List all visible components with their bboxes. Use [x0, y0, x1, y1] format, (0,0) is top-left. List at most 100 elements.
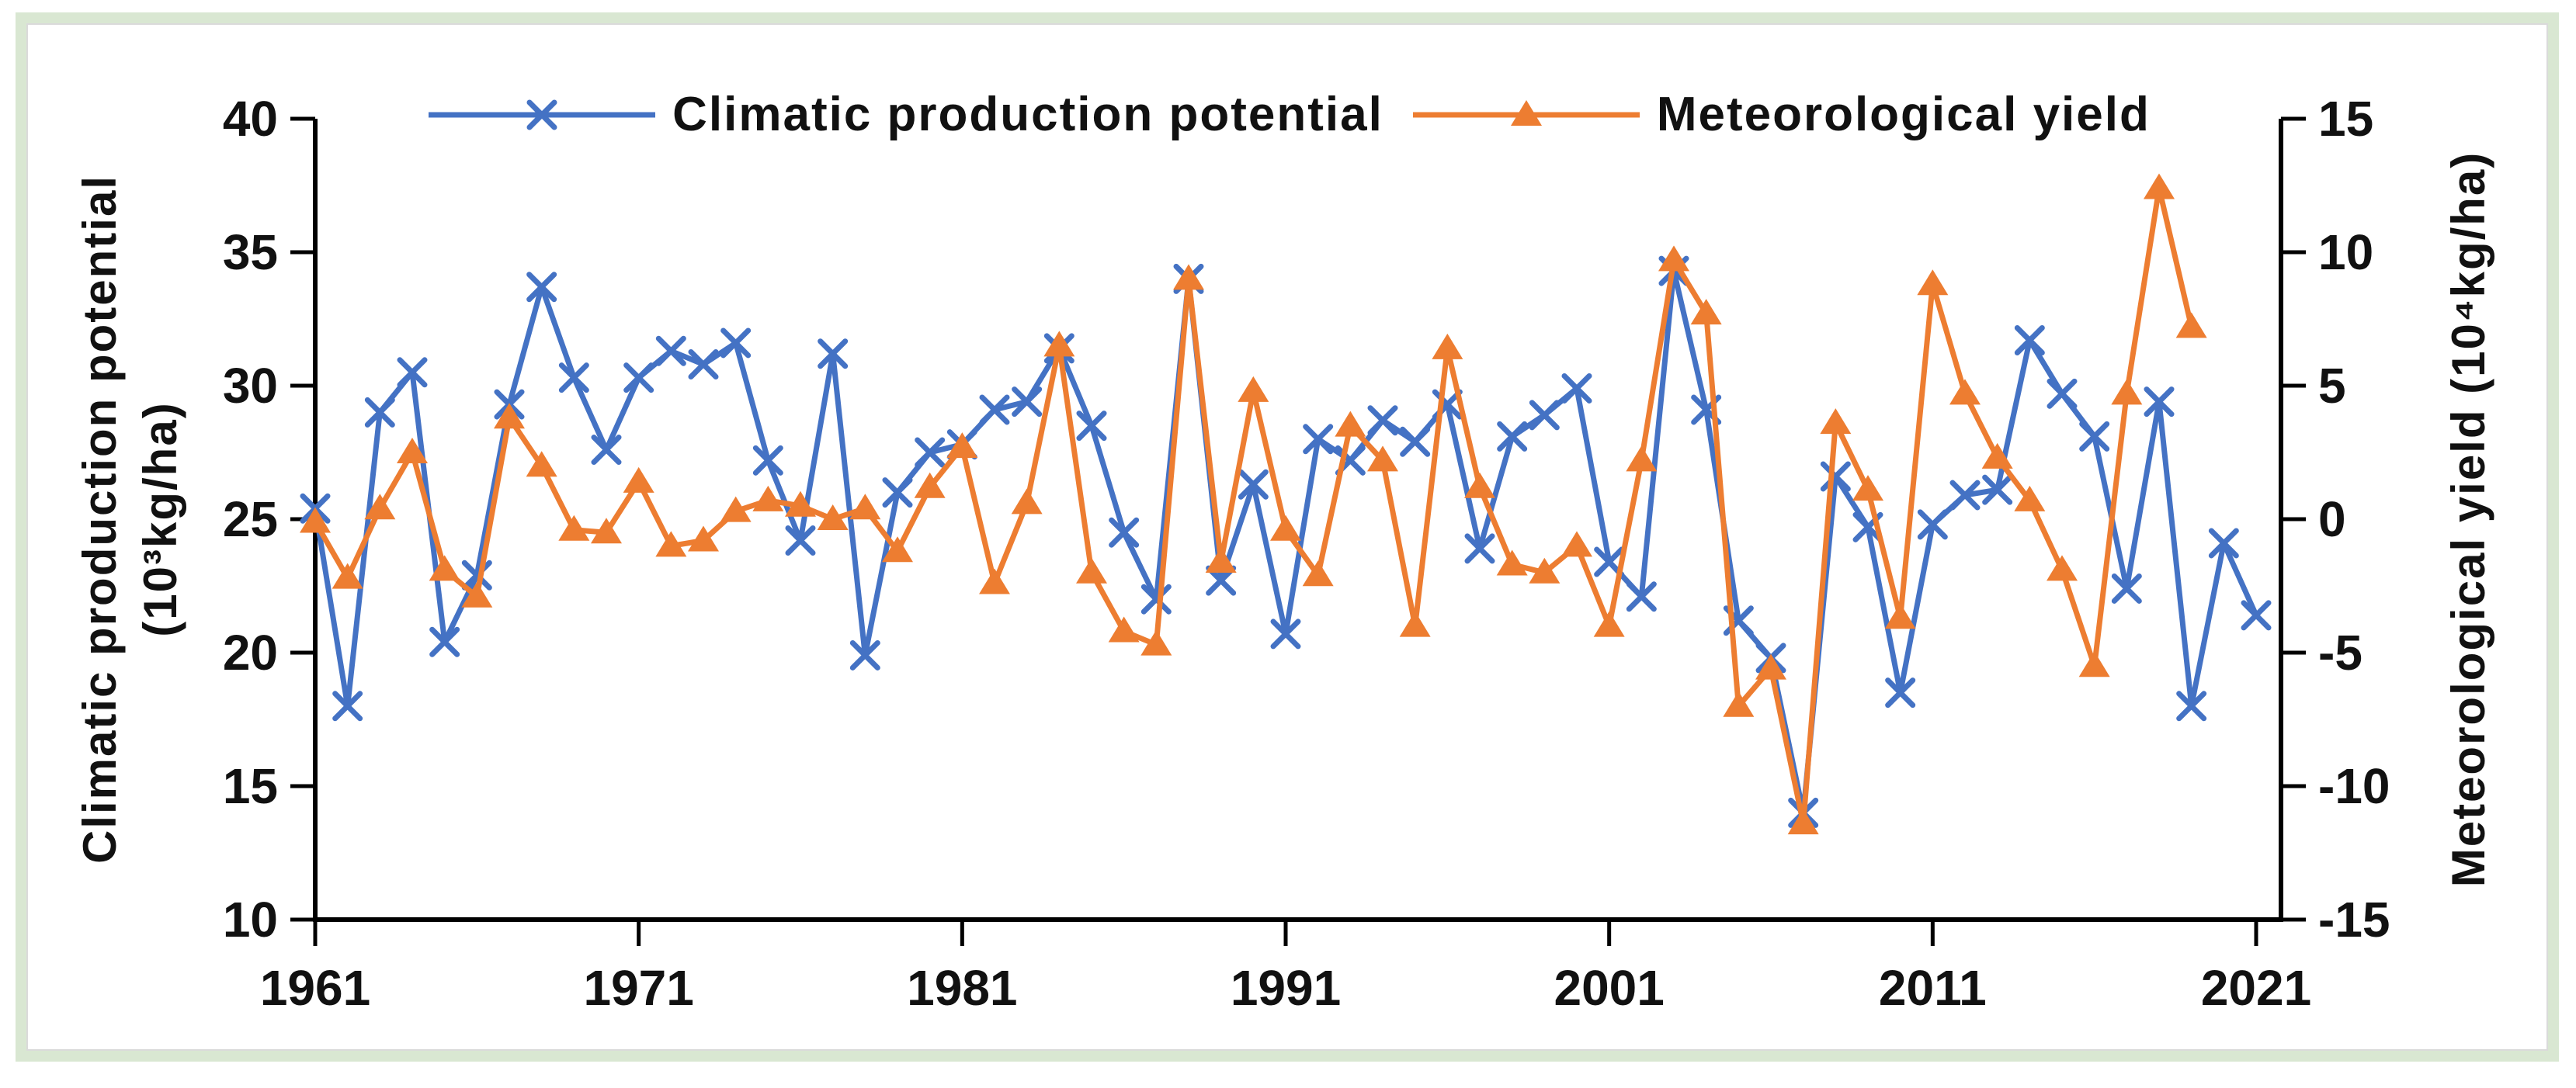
triangle-marker-icon	[2144, 173, 2175, 199]
right-axis-title-line: Meteorological yield (10⁴kg/ha)	[2442, 151, 2494, 888]
x-marker-icon	[1949, 480, 1981, 511]
legend-item-meteorological-yield: Meteorological yield	[1410, 87, 2151, 142]
chart-legend: Climatic production potential Meteorolog…	[0, 87, 2576, 142]
x-marker-icon	[2241, 600, 2272, 631]
x-marker-icon	[558, 362, 589, 393]
triangle-marker-icon	[849, 494, 881, 520]
x-tick-label: 1971	[583, 960, 693, 1016]
left-axis-title-line1: Climatic production potential	[74, 175, 126, 865]
x-marker-icon	[461, 560, 492, 591]
triangle-marker-icon	[1173, 264, 1204, 290]
triangle-marker-icon	[1755, 653, 1786, 680]
triangle-marker-icon	[817, 504, 849, 530]
x-marker-icon	[623, 362, 654, 393]
x-marker-icon	[364, 397, 395, 428]
triangle-marker-icon	[461, 581, 493, 608]
triangle-marker-icon	[979, 568, 1010, 594]
triangle-marker-icon	[1205, 547, 1237, 573]
x-marker-icon	[397, 357, 428, 388]
x-marker-icon	[2047, 378, 2078, 409]
x-marker-icon	[752, 445, 783, 476]
triangle-marker-icon	[1852, 475, 1883, 501]
triangle-marker-icon	[752, 485, 784, 511]
left-axis-title-line2: (10³kg/ha)	[134, 401, 186, 637]
triangle-marker-icon	[1949, 379, 1981, 405]
x-marker-icon	[1561, 372, 1592, 404]
triangle-marker-icon	[1076, 557, 1107, 584]
y-right-tick-label: -15	[2318, 892, 2390, 948]
y-right-tick-label: 10	[2318, 224, 2373, 280]
x-marker-icon	[1400, 426, 1431, 457]
x-marker-icon	[979, 394, 1010, 425]
triangle-marker-icon	[1270, 515, 1301, 541]
y-left-tick-label: 40	[223, 91, 278, 147]
series-meteorological-yield	[300, 173, 2207, 835]
triangle-marker-icon	[1593, 611, 1625, 637]
x-marker-icon	[1367, 405, 1398, 436]
series-climatic-production-potential	[300, 255, 2272, 828]
x-marker-icon	[1982, 474, 2013, 505]
x-marker-icon	[1012, 386, 1043, 418]
triangle-marker-icon	[397, 438, 428, 463]
x-marker-icon	[1270, 618, 1301, 650]
y-left-tick-label: 30	[223, 358, 278, 414]
triangle-marker-icon	[1140, 629, 1172, 656]
x-tick-label: 2001	[1554, 960, 1664, 1016]
triangle-marker-icon	[1238, 376, 1269, 402]
triangle-marker-icon	[1981, 442, 2013, 469]
triangle-marker-icon	[2047, 555, 2078, 581]
x-marker-icon	[526, 272, 557, 303]
x-marker-icon	[2111, 573, 2142, 604]
x-marker-icon	[1497, 421, 1528, 452]
triangle-marker-icon	[946, 432, 978, 459]
x-marker-icon	[1303, 424, 1334, 455]
x-marker-icon	[915, 437, 946, 468]
triangle-marker-icon	[688, 525, 719, 552]
x-marker-icon	[526, 99, 557, 130]
x-marker-icon	[1529, 400, 1560, 431]
x-marker-icon	[1238, 469, 1269, 500]
series-line	[312, 185, 2195, 826]
x-marker-icon	[2079, 421, 2110, 452]
x-marker-icon	[1464, 533, 1495, 564]
y-right-tick-label: -5	[2318, 625, 2362, 681]
triangle-marker-icon	[591, 518, 622, 544]
x-marker-icon	[1917, 509, 1948, 540]
triangle-marker-icon	[1432, 333, 1463, 359]
y-right-tick-label: 0	[2318, 491, 2346, 547]
triangle-marker-icon	[1043, 331, 1075, 357]
y-left-tick-label: 10	[223, 892, 278, 948]
triangle-marker-icon	[1561, 531, 1592, 557]
triangle-marker-icon	[1884, 603, 1916, 629]
triangle-marker-icon	[1787, 809, 1819, 835]
x-tick-label: 2021	[2201, 960, 2311, 1016]
triangle-marker-icon	[1496, 549, 1528, 576]
x-marker-icon	[655, 335, 686, 366]
x-tick-label: 1991	[1231, 960, 1341, 1016]
legend-line-triangle-marker-icon	[1412, 99, 1640, 126]
triangle-marker-icon	[1510, 99, 1542, 126]
y-right-tick-label: 5	[2318, 358, 2346, 414]
x-marker-icon	[591, 435, 622, 466]
triangle-marker-icon	[300, 507, 331, 533]
x-marker-icon	[849, 639, 880, 670]
x-marker-icon	[2014, 325, 2045, 356]
x-marker-icon	[720, 327, 752, 359]
x-marker-icon	[1109, 517, 1140, 548]
x-marker-icon	[688, 348, 719, 379]
triangle-marker-icon	[785, 490, 816, 517]
triangle-marker-icon	[332, 563, 363, 589]
x-tick-label: 1981	[907, 960, 1017, 1016]
x-marker-icon	[332, 691, 363, 722]
triangle-marker-icon	[1399, 611, 1431, 637]
triangle-marker-icon	[1626, 445, 1658, 472]
triangle-marker-icon	[1723, 691, 1755, 717]
triangle-marker-icon	[720, 496, 752, 522]
x-marker-icon	[1820, 461, 1851, 492]
x-marker-icon	[2208, 528, 2239, 559]
triangle-marker-icon	[558, 515, 590, 541]
y-right-tick-label: -10	[2318, 758, 2390, 814]
y-left-tick-label: 35	[223, 224, 278, 280]
triangle-marker-icon	[2111, 379, 2143, 405]
